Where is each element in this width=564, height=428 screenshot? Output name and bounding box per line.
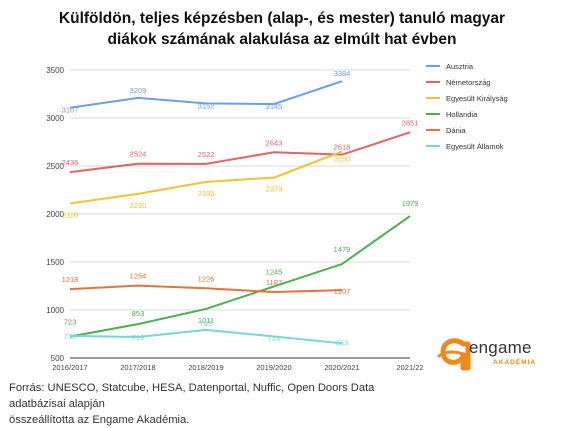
data-label-németország: 2851 bbox=[402, 118, 419, 127]
legend-label-hollandia: Hollandia bbox=[446, 110, 478, 119]
engame-logo-mark-icon bbox=[437, 338, 471, 371]
x-tick-label: 2020/2021 bbox=[324, 363, 359, 372]
series-line-egyesült-királyság bbox=[69, 150, 343, 205]
series-line-németország bbox=[69, 131, 411, 174]
source-line-1: Forrás: UNESCO, Statcube, HESA, Datenpor… bbox=[9, 382, 375, 410]
data-label-ausztria: 3209 bbox=[130, 86, 147, 95]
data-label-németország: 2618 bbox=[334, 143, 351, 152]
x-tick-label: 2018/2019 bbox=[188, 363, 223, 372]
x-tick-label: 2016/2017 bbox=[52, 363, 87, 372]
data-label-egyesült-királyság: 2210 bbox=[130, 201, 147, 210]
data-label-hollandia: 1245 bbox=[266, 267, 283, 276]
data-label-dánia: 1218 bbox=[62, 275, 79, 284]
legend-label-ausztria: Ausztria bbox=[446, 62, 474, 71]
legend-label-dánia: Dánia bbox=[446, 126, 466, 135]
source-note: Forrás: UNESCO, Statcube, HESA, Datenpor… bbox=[9, 380, 429, 428]
data-label-egyesült-államok: 653 bbox=[336, 338, 349, 347]
legend-label-németország: Németország bbox=[446, 78, 491, 87]
x-tick-label: 2017/2018 bbox=[120, 363, 155, 372]
engame-logo: engame AKADÉMIA bbox=[437, 334, 557, 374]
data-label-hollandia: 853 bbox=[132, 309, 145, 318]
title-line-1: Külföldön, teljes képzésben (alap-, és m… bbox=[58, 10, 506, 27]
data-label-dánia: 1187 bbox=[266, 278, 282, 287]
data-label-egyesült-királyság: 2110 bbox=[62, 210, 78, 219]
data-label-egyesült-királyság: 2379 bbox=[266, 185, 283, 194]
data-label-dánia: 1207 bbox=[334, 287, 351, 296]
data-label-hollandia: 723 bbox=[64, 318, 77, 327]
y-tick-label: 1500 bbox=[46, 258, 64, 267]
legend-label-egyesült-államok: Egyesült Államok bbox=[446, 142, 504, 151]
data-label-hollandia: 1479 bbox=[334, 245, 351, 254]
series-line-dánia bbox=[69, 284, 343, 294]
x-tick-label: 2019/2020 bbox=[256, 363, 291, 372]
data-label-hollandia: 1011 bbox=[198, 316, 214, 325]
data-label-egyesült-királyság: 2650 bbox=[334, 155, 351, 164]
data-label-ausztria: 3152 bbox=[198, 101, 215, 110]
series-line-egyesült-államok bbox=[69, 328, 343, 345]
logo-wordmark: engame bbox=[469, 338, 532, 357]
data-label-egyesült-államok: 793 bbox=[200, 319, 213, 328]
data-label-dánia: 1226 bbox=[198, 274, 215, 283]
data-label-egyesült-államok: 730 bbox=[64, 332, 77, 341]
legend-label-egyesült-királyság: Egyesült Királyság bbox=[446, 94, 508, 103]
data-label-németország: 2524 bbox=[130, 150, 147, 159]
data-label-egyesült-államok: 724 bbox=[268, 333, 281, 342]
data-label-ausztria: 3384 bbox=[334, 69, 351, 78]
data-label-dánia: 1254 bbox=[130, 272, 147, 281]
data-label-németország: 2643 bbox=[266, 138, 283, 147]
y-tick-label: 1000 bbox=[46, 306, 64, 315]
series-line-ausztria bbox=[69, 80, 343, 109]
data-label-ausztria: 3145 bbox=[266, 102, 283, 111]
series-line-hollandia bbox=[69, 215, 411, 338]
y-tick-label: 500 bbox=[51, 354, 65, 363]
logo-subtitle: AKADÉMIA bbox=[493, 359, 537, 366]
data-label-egyesült-államok: 719 bbox=[132, 333, 145, 342]
y-tick-label: 3000 bbox=[46, 114, 64, 123]
chart-title: Külföldön, teljes képzésben (alap-, és m… bbox=[0, 8, 564, 50]
y-tick-label: 2000 bbox=[46, 210, 64, 219]
title-line-2: diákok számának alakulása az elmúlt hat … bbox=[107, 31, 457, 48]
source-line-2: összeállította az Engame Akadémia. bbox=[9, 414, 190, 426]
x-tick-label: 2021/22 bbox=[396, 363, 423, 372]
y-tick-label: 2500 bbox=[46, 162, 64, 171]
data-label-németország: 2522 bbox=[198, 150, 215, 159]
line-chart: 500 1000 1500 2000 2500 3000 3500 2016/2017 2017… bbox=[46, 62, 508, 372]
y-tick-label: 3500 bbox=[46, 66, 64, 75]
data-label-németország: 2436 bbox=[62, 158, 79, 167]
data-label-ausztria: 3107 bbox=[62, 106, 79, 115]
data-label-egyesült-királyság: 2335 bbox=[198, 189, 215, 198]
data-label-hollandia: 1979 bbox=[402, 199, 419, 208]
